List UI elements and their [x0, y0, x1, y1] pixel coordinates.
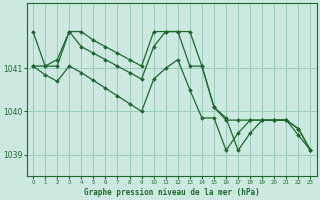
X-axis label: Graphe pression niveau de la mer (hPa): Graphe pression niveau de la mer (hPa) [84, 188, 260, 197]
